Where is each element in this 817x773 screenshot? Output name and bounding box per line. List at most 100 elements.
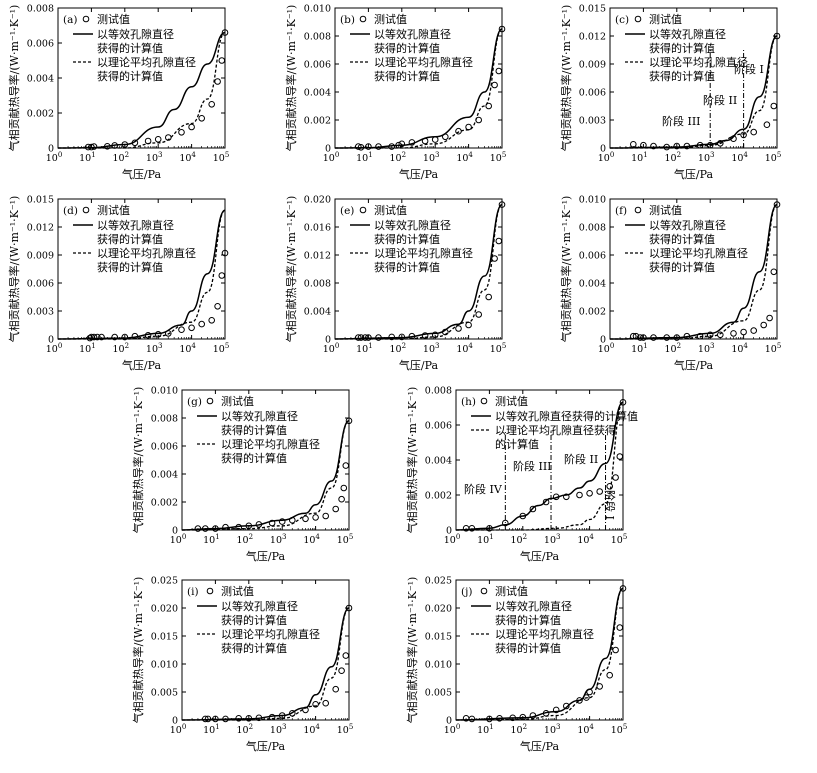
legend-marker-measured bbox=[206, 397, 214, 405]
legend-label-equiv: 以等效孔隙直径 bbox=[649, 218, 726, 232]
data-point bbox=[98, 333, 105, 341]
panel-label: (j) bbox=[461, 586, 472, 598]
x-tick-label: 103 bbox=[146, 151, 163, 164]
chart-panel-h: 100 101 102 103 104 105 0 0.002 0.004 0.006 0.008 气… bbox=[405, 386, 638, 564]
legend-label-theory: 获得的计算值 bbox=[221, 641, 287, 655]
data-point bbox=[616, 624, 624, 631]
x-tick-label: 101 bbox=[79, 151, 96, 164]
panel-label: (b) bbox=[340, 14, 355, 26]
plot-frame bbox=[181, 579, 350, 721]
data-point bbox=[491, 81, 498, 89]
data-point bbox=[342, 462, 350, 469]
panel-label: (d) bbox=[63, 205, 78, 217]
data-point bbox=[485, 102, 493, 110]
legend-marker-measured bbox=[359, 15, 367, 23]
data-point bbox=[673, 142, 681, 150]
y-tick-label: 0.002 bbox=[304, 116, 331, 127]
series-line-equiv bbox=[455, 587, 624, 721]
legend-label-theory: 以理论平均孔隙直径 bbox=[221, 627, 320, 641]
y-tick-label: 0.020 bbox=[425, 604, 452, 615]
x-axis-title: 气压/Pa bbox=[399, 167, 439, 181]
y-axis-title: 气相贡献热导率/(W·m⁻¹·K⁻¹) bbox=[405, 577, 419, 724]
data-point bbox=[491, 255, 498, 262]
y-tick-label: 0.004 bbox=[27, 74, 54, 85]
data-point bbox=[208, 101, 215, 108]
series-line-equiv bbox=[455, 401, 624, 531]
data-point bbox=[770, 102, 778, 110]
legend-label-equiv: 获得的计算值 bbox=[97, 41, 163, 55]
y-tick-label: 0.004 bbox=[425, 456, 452, 467]
x-tick-label: 102 bbox=[113, 342, 130, 355]
y-tick-label: 0.004 bbox=[304, 88, 331, 99]
x-tick-label: 105 bbox=[213, 151, 230, 164]
x-tick-label: 103 bbox=[270, 533, 287, 546]
data-point bbox=[612, 646, 619, 654]
legend-label-equiv: 以等效孔隙直径获得的计算值 bbox=[495, 409, 638, 423]
series-line-theory bbox=[182, 607, 350, 721]
data-point bbox=[338, 667, 345, 675]
data-point bbox=[468, 715, 476, 723]
x-tick-label: 104 bbox=[303, 533, 320, 546]
stage-label: 阶段 I bbox=[603, 490, 617, 520]
legend-label-measured: 测试值 bbox=[374, 13, 407, 26]
y-tick-label: 0.010 bbox=[151, 386, 178, 397]
data-point bbox=[312, 514, 319, 521]
x-tick-label: 103 bbox=[270, 723, 287, 736]
series-line-theory bbox=[58, 31, 226, 149]
x-tick-label: 104 bbox=[456, 151, 473, 164]
y-tick-label: 0.008 bbox=[304, 32, 331, 43]
y-tick-label: 0.025 bbox=[151, 576, 178, 587]
chart-panel-f: 100 101 102 103 104 105 0 0.002 0.004 0.006 0.008 0… bbox=[559, 195, 781, 373]
data-point bbox=[465, 321, 472, 329]
chart-panel-g: 100 101 102 103 104 105 0 0.002 0.004 0.006 0.008 0… bbox=[131, 386, 353, 564]
y-tick-label: 0 bbox=[600, 335, 606, 346]
legend-marker-measured bbox=[206, 587, 214, 595]
stage-label: 阶段 II bbox=[564, 452, 598, 466]
chart-panel-e: 100 101 102 103 104 105 0 0.004 0.008 0.012 0.016 0… bbox=[284, 195, 506, 373]
legend-label-equiv: 以等效孔隙直径 bbox=[97, 218, 174, 232]
x-tick-label: 104 bbox=[303, 723, 320, 736]
legend-label-equiv: 获得的计算值 bbox=[221, 423, 287, 437]
y-tick-label: 0.008 bbox=[425, 386, 452, 397]
stage-label: 阶段 III bbox=[513, 459, 552, 473]
y-tick-label: 0.003 bbox=[579, 116, 606, 127]
y-tick-label: 0.025 bbox=[425, 576, 452, 587]
data-point bbox=[111, 333, 118, 341]
legend-label-equiv: 获得的计算值 bbox=[649, 41, 715, 55]
legend-label-equiv: 获得的计算值 bbox=[649, 232, 715, 246]
stage-label: 阶段 I bbox=[734, 62, 764, 76]
x-tick-label: 104 bbox=[179, 342, 196, 355]
data-point bbox=[563, 493, 570, 501]
data-point bbox=[431, 331, 439, 339]
y-tick-label: 0.006 bbox=[579, 88, 606, 99]
x-tick-label: 103 bbox=[423, 342, 440, 355]
x-tick-label: 101 bbox=[356, 151, 373, 164]
legend-label-equiv: 以等效孔隙直径 bbox=[221, 409, 298, 423]
y-tick-label: 0.012 bbox=[27, 223, 54, 234]
x-tick-label: 102 bbox=[511, 723, 528, 736]
x-tick-label: 102 bbox=[113, 151, 130, 164]
legend-marker-measured bbox=[634, 206, 642, 214]
data-point bbox=[730, 330, 737, 337]
x-tick-label: 104 bbox=[731, 342, 748, 355]
data-point bbox=[218, 272, 226, 279]
y-tick-label: 0.006 bbox=[27, 279, 54, 290]
data-point bbox=[365, 143, 372, 150]
legend-label-measured: 测试值 bbox=[649, 204, 682, 217]
legend-label-measured: 测试值 bbox=[374, 204, 407, 217]
x-tick-label: 103 bbox=[698, 342, 715, 355]
y-axis-title: 气相贡献热导率/(W·m⁻¹·K⁻¹) bbox=[7, 5, 21, 152]
x-tick-label: 101 bbox=[631, 151, 648, 164]
data-point bbox=[302, 515, 309, 523]
y-tick-label: 0.008 bbox=[579, 223, 606, 234]
data-point bbox=[455, 325, 462, 332]
data-point bbox=[198, 320, 205, 328]
data-point bbox=[696, 332, 704, 340]
y-tick-label: 0.006 bbox=[579, 251, 606, 262]
y-tick-label: 0.020 bbox=[304, 195, 331, 206]
data-point bbox=[740, 131, 747, 139]
